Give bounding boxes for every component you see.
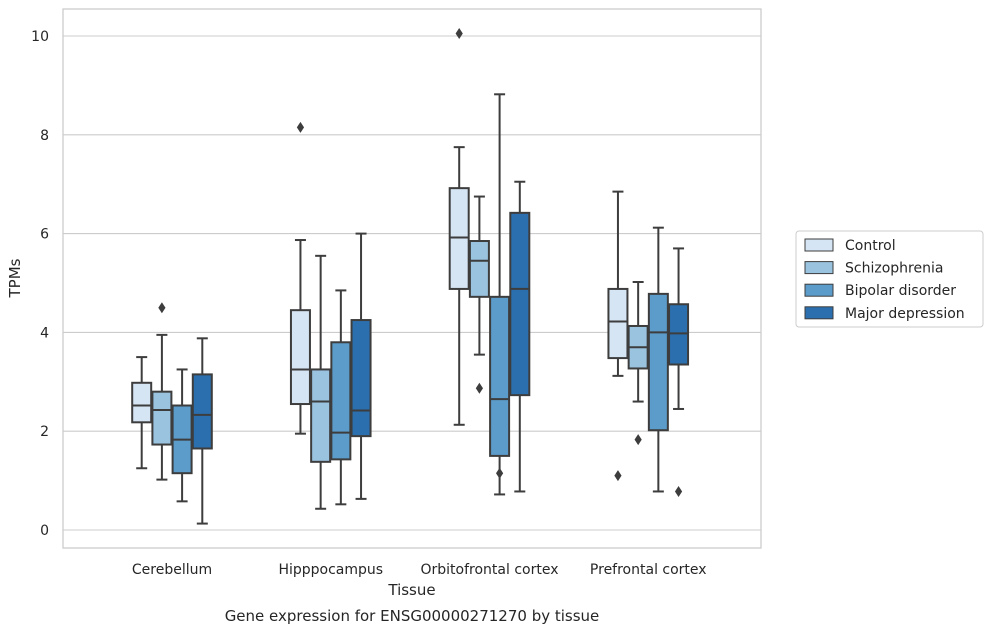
legend: Control Schizophrenia Bipolar disorder Majo… (795, 230, 984, 328)
category-group (607, 190, 690, 497)
box-iqr (191, 373, 213, 450)
legend-swatch (804, 306, 834, 320)
box (489, 93, 511, 496)
outlier-point (496, 467, 504, 479)
box (289, 121, 311, 435)
legend-label: Bipolar disorder (845, 283, 956, 299)
box (131, 356, 153, 470)
legend-label: Schizophrenia (845, 261, 943, 277)
box (647, 226, 669, 493)
box-iqr (647, 292, 669, 432)
y-tick-label: 6 (40, 227, 49, 243)
box (607, 190, 629, 482)
box (171, 368, 193, 503)
box (509, 180, 531, 493)
legend-swatch (804, 261, 834, 275)
box-iqr (350, 319, 372, 438)
outlier-point (614, 470, 622, 482)
box (310, 254, 332, 510)
y-tick-label: 10 (31, 29, 49, 45)
box-iqr (468, 240, 490, 298)
y-axis-label: TPMs (6, 258, 24, 298)
box-iqr (607, 287, 629, 360)
legend-item: Schizophrenia (804, 261, 943, 277)
outlier-point (455, 28, 463, 40)
x-tick-label: Prefrontal cortex (590, 562, 707, 578)
legend-swatch (804, 238, 834, 252)
x-axis-label: Tissue (387, 581, 435, 599)
box (151, 302, 173, 481)
category-group (448, 28, 531, 496)
x-tick-labels: Cerebellum Hipppocampus Orbitofrontal cort… (132, 562, 707, 578)
outlier-point (158, 302, 166, 314)
box (191, 337, 213, 525)
y-tick-label: 4 (40, 325, 49, 341)
outlier-point (296, 121, 305, 133)
outlier-point (634, 434, 642, 446)
legend-item: Bipolar disorder (804, 283, 956, 299)
box-iqr (509, 211, 531, 397)
category-group (289, 121, 372, 510)
x-tick-label: Orbitofrontal cortex (421, 562, 559, 578)
y-tick-label: 2 (40, 424, 49, 440)
legend-label: Major depression (845, 306, 965, 322)
outlier-point (475, 382, 483, 394)
box (330, 289, 352, 506)
x-tick-label: Cerebellum (132, 562, 212, 578)
plot-frame (62, 8, 762, 549)
chart-caption: Gene expression for ENSG00000271270 by t… (225, 607, 600, 625)
grid-lines (63, 35, 761, 531)
box-iqr (289, 309, 311, 406)
box-iqr (131, 381, 153, 424)
category-group (131, 302, 213, 525)
outlier-point (674, 485, 683, 497)
box (627, 281, 649, 446)
legend-frame (795, 230, 984, 328)
y-tick-label: 0 (40, 523, 49, 539)
x-tick-label: Hipppocampus (278, 562, 383, 578)
y-tick-labels: 0 2 4 6 8 10 (31, 29, 49, 539)
box-iqr (489, 295, 511, 457)
box-iqr (151, 390, 173, 446)
box (668, 247, 690, 497)
box (448, 28, 470, 426)
legend-item: Major depression (804, 306, 965, 322)
legend-label: Control (845, 238, 896, 254)
box-iqr (310, 368, 332, 463)
box-groups (131, 28, 690, 525)
legend-item: Control (804, 238, 896, 254)
box (468, 195, 490, 394)
box (350, 232, 372, 500)
legend-swatch (804, 283, 834, 297)
y-tick-label: 8 (40, 128, 49, 144)
box-iqr (330, 341, 352, 461)
